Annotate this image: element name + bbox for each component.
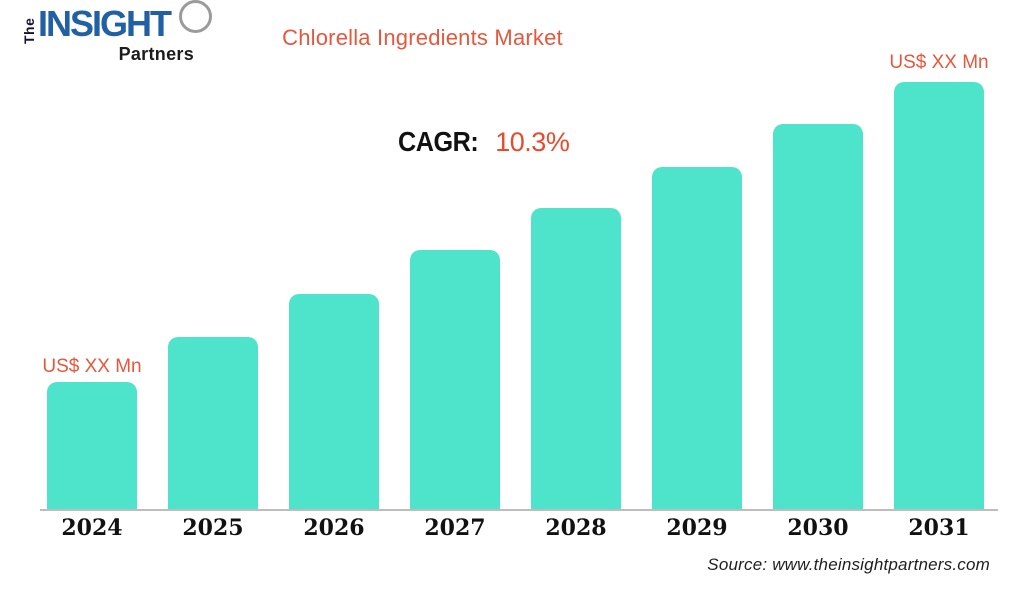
x-axis-label-2025: 2025	[182, 515, 244, 541]
bar-2024	[47, 382, 137, 510]
x-axis-label-2026: 2026	[303, 515, 365, 541]
bar-2026	[289, 294, 379, 510]
bar-2027	[410, 250, 500, 510]
x-axis-label-2030: 2030	[787, 515, 849, 541]
x-axis-label-2031: 2031	[908, 515, 970, 541]
bar-2029	[652, 167, 742, 510]
bar-value-label-2024: US$ XX Mn	[42, 356, 142, 377]
x-axis-labels: 2024 2025 2026 2027 2028 2029 2030 2031	[47, 515, 984, 541]
x-axis-line	[40, 509, 998, 511]
logo-partners-text: Partners	[118, 44, 194, 64]
bar-2025	[168, 337, 258, 510]
x-axis-label-2024: 2024	[61, 515, 123, 541]
chart-title: Chlorella Ingredients Market	[282, 25, 563, 50]
bar-2031	[894, 82, 984, 510]
bar-value-label-2031: US$ XX Mn	[889, 52, 989, 73]
cagr-value: 10.3%	[495, 127, 570, 157]
logo-the-text: The	[21, 17, 37, 44]
x-axis-label-2029: 2029	[666, 515, 728, 541]
logo-insight-text: INSIGHT	[38, 3, 172, 44]
bar-2028	[531, 208, 621, 510]
cagr-label: CAGR:	[398, 126, 479, 157]
bar-2030	[773, 124, 863, 510]
x-axis-label-2027: 2027	[424, 515, 486, 541]
x-axis-label-2028: 2028	[545, 515, 607, 541]
source-attribution: Source: www.theinsightpartners.com	[707, 555, 990, 574]
magnifier-icon	[179, 0, 212, 33]
cagr-annotation: CAGR: 10.3%	[398, 126, 570, 158]
logo: The INSIGHT Partners	[21, 0, 212, 65]
logo-row: The INSIGHT	[21, 0, 212, 45]
plot-area	[47, 82, 984, 510]
